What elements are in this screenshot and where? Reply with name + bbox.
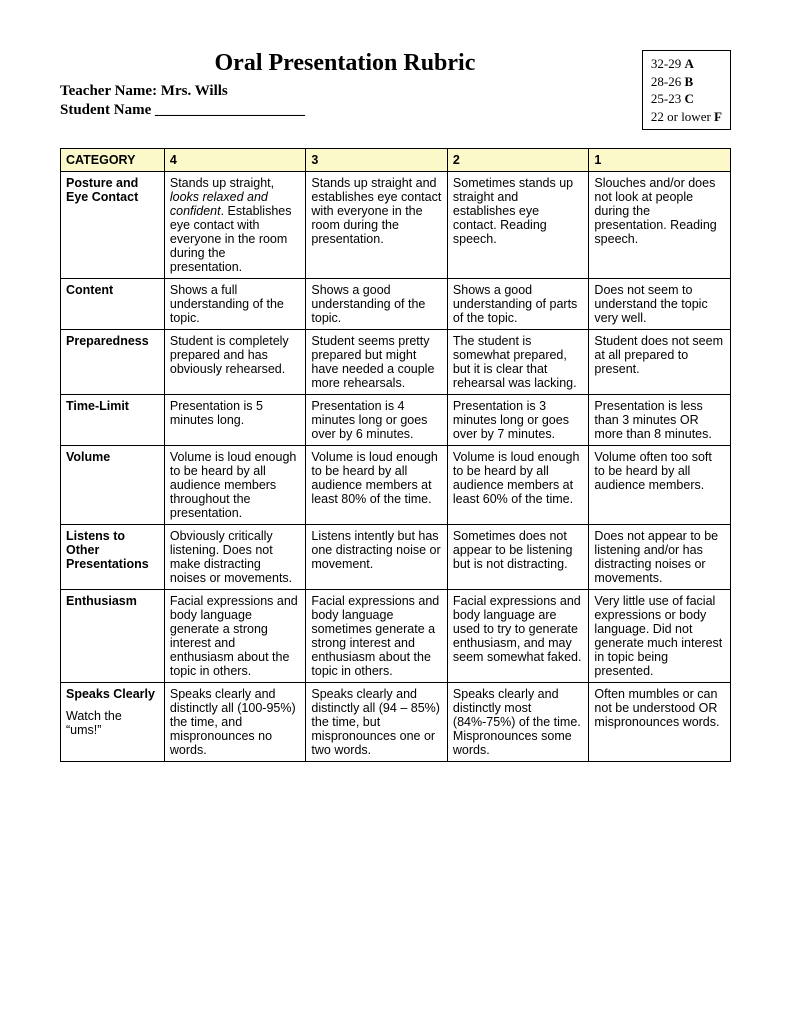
col-4: 4 — [164, 149, 306, 172]
score-1-cell: Student does not seem at all prepared to… — [589, 330, 731, 395]
score-2-cell: Speaks clearly and distinctly most (84%-… — [447, 683, 589, 762]
table-row: Volume Volume is loud enough to be heard… — [61, 446, 731, 525]
col-category: CATEGORY — [61, 149, 165, 172]
score-3-cell: Student seems pretty prepared but might … — [306, 330, 448, 395]
category-cell: Speaks Clearly Watch the “ums!” — [61, 683, 165, 762]
table-row: Preparedness Student is completely prepa… — [61, 330, 731, 395]
grade-row: 25-23 C — [651, 90, 722, 108]
page-title: Oral Presentation Rubric — [60, 50, 630, 77]
category-cell: Preparedness — [61, 330, 165, 395]
score-1-cell: Does not appear to be listening and/or h… — [589, 525, 731, 590]
score-4-cell: Student is completely prepared and has o… — [164, 330, 306, 395]
score-1-cell: Very little use of facial expressions or… — [589, 590, 731, 683]
score-3-cell: Speaks clearly and distinctly all (94 – … — [306, 683, 448, 762]
score-4-cell: Facial expressions and body language gen… — [164, 590, 306, 683]
category-cell: Listens to Other Presentations — [61, 525, 165, 590]
table-header-row: CATEGORY 4 3 2 1 — [61, 149, 731, 172]
grade-row: 22 or lower F — [651, 108, 722, 126]
col-2: 2 — [447, 149, 589, 172]
score-4-cell: Shows a full understanding of the topic. — [164, 279, 306, 330]
score-4-cell: Stands up straight, looks relaxed and co… — [164, 172, 306, 279]
student-name-line: Student Name ____________________ — [60, 102, 630, 119]
table-row: Listens to Other Presentations Obviously… — [61, 525, 731, 590]
table-row: Speaks Clearly Watch the “ums!” Speaks c… — [61, 683, 731, 762]
score-2-cell: The student is somewhat prepared, but it… — [447, 330, 589, 395]
score-4-cell: Presentation is 5 minutes long. — [164, 395, 306, 446]
score-3-cell: Shows a good understanding of the topic. — [306, 279, 448, 330]
score-2-cell: Sometimes stands up straight and establi… — [447, 172, 589, 279]
score-3-cell: Listens intently but has one distracting… — [306, 525, 448, 590]
category-cell: Content — [61, 279, 165, 330]
grade-row: 28-26 B — [651, 73, 722, 91]
teacher-name: Teacher Name: Mrs. Wills — [60, 83, 630, 100]
score-4-cell: Volume is loud enough to be heard by all… — [164, 446, 306, 525]
score-1-cell: Does not seem to understand the topic ve… — [589, 279, 731, 330]
score-3-cell: Facial expressions and body language som… — [306, 590, 448, 683]
grade-row: 32-29 A — [651, 55, 722, 73]
score-1-cell: Presentation is less than 3 minutes OR m… — [589, 395, 731, 446]
header-left: Oral Presentation Rubric Teacher Name: M… — [60, 50, 630, 121]
category-subtext: Watch the “ums!” — [66, 709, 159, 737]
header: Oral Presentation Rubric Teacher Name: M… — [60, 50, 731, 130]
score-3-cell: Volume is loud enough to be heard by all… — [306, 446, 448, 525]
table-row: Posture and Eye Contact Stands up straig… — [61, 172, 731, 279]
score-1-cell: Volume often too soft to be heard by all… — [589, 446, 731, 525]
category-cell: Time-Limit — [61, 395, 165, 446]
table-row: Enthusiasm Facial expressions and body l… — [61, 590, 731, 683]
score-2-cell: Volume is loud enough to be heard by all… — [447, 446, 589, 525]
score-2-cell: Facial expressions and body language are… — [447, 590, 589, 683]
score-2-cell: Presentation is 3 minutes long or goes o… — [447, 395, 589, 446]
score-4-cell: Obviously critically listening. Does not… — [164, 525, 306, 590]
category-cell: Enthusiasm — [61, 590, 165, 683]
rubric-table: CATEGORY 4 3 2 1 Posture and Eye Contact… — [60, 148, 731, 762]
col-1: 1 — [589, 149, 731, 172]
grade-scale-box: 32-29 A 28-26 B 25-23 C 22 or lower F — [642, 50, 731, 130]
table-row: Content Shows a full understanding of th… — [61, 279, 731, 330]
score-1-cell: Slouches and/or does not look at people … — [589, 172, 731, 279]
score-3-cell: Presentation is 4 minutes long or goes o… — [306, 395, 448, 446]
category-cell: Volume — [61, 446, 165, 525]
table-row: Time-Limit Presentation is 5 minutes lon… — [61, 395, 731, 446]
score-4-cell: Speaks clearly and distinctly all (100-9… — [164, 683, 306, 762]
score-1-cell: Often mumbles or can not be understood O… — [589, 683, 731, 762]
col-3: 3 — [306, 149, 448, 172]
score-2-cell: Sometimes does not appear to be listenin… — [447, 525, 589, 590]
category-cell: Posture and Eye Contact — [61, 172, 165, 279]
score-2-cell: Shows a good understanding of parts of t… — [447, 279, 589, 330]
score-3-cell: Stands up straight and establishes eye c… — [306, 172, 448, 279]
